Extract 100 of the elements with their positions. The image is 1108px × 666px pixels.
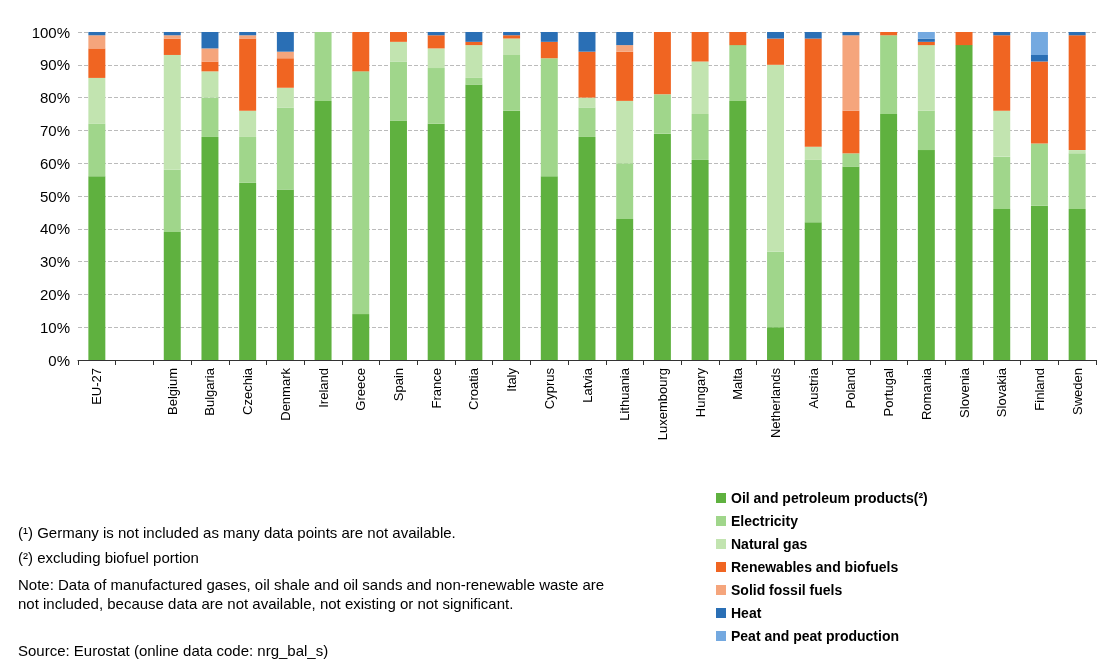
bar (1030, 54, 1048, 62)
x-tick-label: Bulgaria (202, 367, 218, 416)
bar (993, 32, 1011, 36)
bar (917, 110, 935, 151)
bar (314, 32, 332, 101)
bar (427, 68, 445, 124)
x-tick-label: Slovenia (956, 367, 972, 418)
bar (276, 32, 294, 52)
x-tick-label: Sweden (1069, 368, 1085, 415)
bar (1030, 32, 1048, 55)
bar (767, 32, 784, 39)
bar (993, 156, 1011, 210)
bar (917, 150, 935, 360)
bar (239, 110, 257, 137)
bar (578, 136, 596, 360)
y-tick-label: 40% (39, 220, 70, 238)
bar (88, 32, 106, 36)
bar (955, 32, 973, 46)
x-tick-label: EU-27 (89, 368, 105, 405)
x-tick-label: Romania (918, 367, 934, 421)
x-tick-label: Poland (843, 368, 859, 409)
bar (427, 32, 445, 36)
bar (653, 32, 671, 95)
bar (804, 32, 822, 39)
bar (201, 61, 219, 72)
bar (276, 51, 294, 59)
bar (880, 114, 898, 360)
bar (88, 48, 106, 78)
bar (427, 123, 445, 360)
bar (201, 48, 219, 62)
bar (540, 32, 558, 42)
bar (465, 77, 483, 85)
bar (616, 100, 634, 164)
bar (616, 32, 634, 46)
bar (163, 38, 181, 55)
y-tick-label: 50% (39, 187, 70, 205)
bar (352, 32, 370, 72)
y-tick-label: 80% (39, 89, 70, 107)
y-tick-label: 100% (31, 23, 70, 41)
bar (427, 48, 445, 69)
bar (880, 32, 898, 36)
bar (163, 232, 181, 360)
bar (1030, 143, 1048, 206)
bar (239, 38, 257, 111)
text: (²) excluding biofuel portion (18, 549, 199, 566)
bar (880, 35, 898, 114)
bar (804, 159, 822, 223)
x-tick-label: Lithuania (617, 367, 633, 421)
bar (804, 222, 822, 360)
source-note: Source: Eurostat (online data code: nrg_bal_s) (18, 642, 329, 659)
bar (390, 32, 407, 42)
bar (578, 32, 596, 52)
text: Note: Data of manufactured gases, oil shale and oil sands and non-renewable waste are not included, because data are not available, not existing or not significant. (18, 576, 609, 612)
x-tick-label: Cyprus (541, 367, 557, 410)
legend-label: Heat (731, 605, 762, 621)
bar (201, 71, 219, 98)
bar (88, 35, 106, 49)
x-tick-label: Slovakia (994, 367, 1010, 418)
legend-label: Peat and peat production (731, 628, 900, 644)
bar (201, 32, 219, 49)
x-tick-label: Spain (390, 368, 406, 402)
bar (465, 41, 483, 46)
y-tick-label: 0% (48, 351, 70, 369)
x-tick-label: Ireland (315, 368, 331, 408)
bar (993, 110, 1011, 157)
bar (276, 107, 294, 190)
text: (¹) Germany is not included as many data points are not available. (18, 524, 456, 541)
bar (804, 38, 822, 147)
legend-label: Renewables and biofuels (731, 559, 899, 575)
bar (578, 51, 596, 98)
bar (540, 41, 558, 59)
bar (88, 123, 106, 177)
bar (691, 114, 709, 160)
bar (691, 32, 709, 62)
legend-label: Electricity (731, 513, 799, 529)
bar (767, 38, 784, 65)
bar (465, 32, 483, 42)
bar (503, 54, 521, 111)
y-tick-label: 60% (39, 154, 70, 172)
bar (1068, 209, 1086, 360)
x-tick-label: Hungary (692, 367, 708, 418)
bar (917, 41, 935, 46)
bar (616, 163, 634, 219)
bar (465, 84, 483, 360)
bar (427, 35, 445, 49)
bar (314, 100, 332, 360)
bar (993, 209, 1011, 360)
x-tick-label: Czechia (240, 367, 256, 415)
x-tick-label: Greece (353, 368, 369, 411)
bar (691, 159, 709, 360)
bar (842, 32, 860, 36)
bar (917, 38, 935, 42)
bar (842, 166, 860, 360)
bar (1068, 150, 1086, 154)
x-tick-label: Portugal (881, 367, 897, 417)
bar (1030, 61, 1048, 144)
bar (1068, 32, 1086, 36)
bar (1068, 35, 1086, 151)
y-tick-label: 20% (39, 285, 70, 303)
bar (239, 136, 257, 183)
